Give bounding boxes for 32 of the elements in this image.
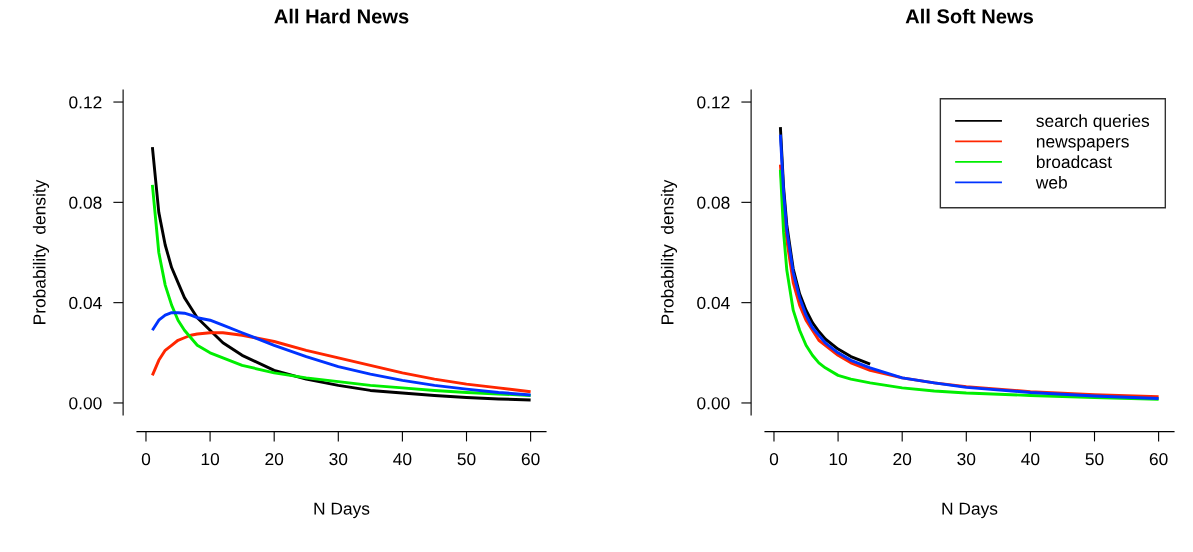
y-tick-label: 0.04 bbox=[69, 296, 102, 310]
x-axis-title: N Days bbox=[942, 502, 998, 519]
y-axis-title: Probability density bbox=[660, 179, 678, 324]
x-tick-label: 50 bbox=[1085, 452, 1104, 466]
y-tick-label: 0.00 bbox=[69, 397, 102, 410]
x-tick-label: 50 bbox=[457, 452, 476, 466]
legend-label: search queries bbox=[1036, 114, 1150, 131]
x-tick-label: 10 bbox=[201, 452, 220, 466]
x-tick-label: 60 bbox=[1149, 452, 1168, 466]
legend-label: web bbox=[1035, 175, 1067, 189]
x-tick-label: 0 bbox=[769, 452, 779, 466]
chart-title: All Soft News bbox=[905, 8, 1034, 24]
y-tick-label: 0.12 bbox=[69, 96, 102, 109]
y-axis-title: Probability density bbox=[32, 179, 50, 324]
chart-title: All Hard News bbox=[274, 8, 409, 24]
legend-label: newspapers bbox=[1036, 138, 1129, 152]
y-tick-label: 0.08 bbox=[69, 196, 102, 209]
y-tick-label: 0.00 bbox=[697, 397, 730, 410]
x-tick-label: 40 bbox=[393, 452, 412, 466]
x-tick-label: 30 bbox=[329, 452, 348, 466]
x-tick-label: 10 bbox=[829, 452, 848, 466]
y-tick-label: 0.12 bbox=[697, 96, 730, 109]
y-tick-label: 0.08 bbox=[697, 196, 730, 209]
x-axis-title: N Days bbox=[314, 502, 370, 519]
x-tick-label: 20 bbox=[893, 452, 912, 466]
x-tick-label: 0 bbox=[141, 452, 151, 466]
x-tick-label: 30 bbox=[957, 452, 976, 466]
y-tick-label: 0.04 bbox=[697, 296, 730, 310]
x-tick-label: 40 bbox=[1021, 452, 1040, 466]
x-tick-label: 60 bbox=[521, 452, 540, 466]
x-tick-label: 20 bbox=[265, 452, 284, 466]
legend-label: broadcast bbox=[1036, 155, 1112, 169]
